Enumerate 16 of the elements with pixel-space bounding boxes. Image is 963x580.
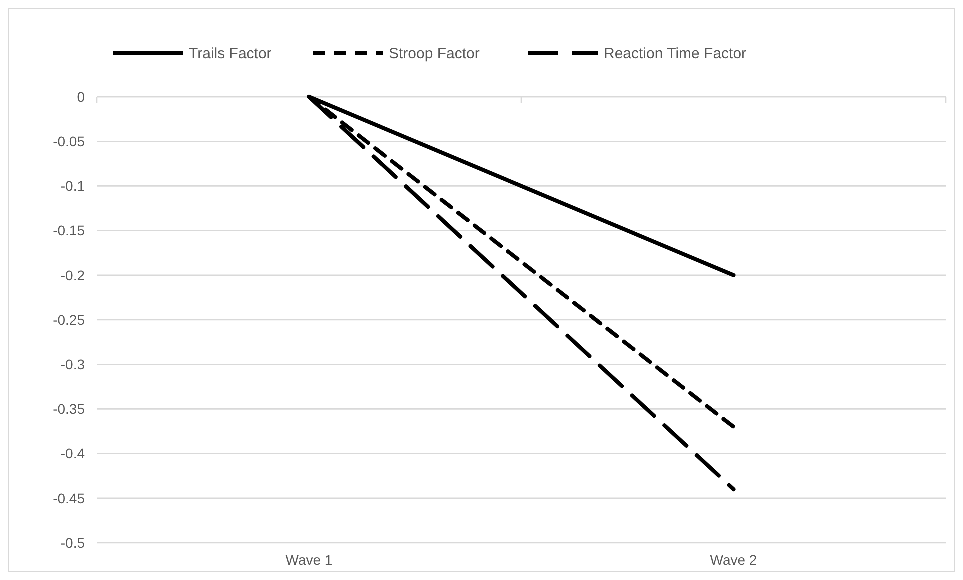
y-tick-label: 0 xyxy=(77,88,86,105)
y-tick-label: -0.3 xyxy=(60,356,86,372)
legend-label: Stroop Factor xyxy=(389,45,480,62)
y-tick-label: -0.2 xyxy=(60,267,86,284)
y-tick-label: -0.5 xyxy=(60,534,86,551)
y-tick-label: -0.35 xyxy=(53,401,86,418)
y-tick-label: -0.25 xyxy=(53,312,86,328)
legend-label: Reaction Time Factor xyxy=(604,45,747,62)
y-tick-label: -0.1 xyxy=(60,178,86,194)
legend-label: Trails Factor xyxy=(189,45,272,62)
y-tick-label: -0.45 xyxy=(53,490,86,506)
y-tick-label: -0.4 xyxy=(60,446,86,462)
x-tick-label: Wave 2 xyxy=(710,552,758,568)
x-tick-label: Wave 1 xyxy=(286,552,333,568)
y-tick-label: -0.05 xyxy=(53,134,86,150)
y-tick-label: -0.15 xyxy=(53,222,86,239)
